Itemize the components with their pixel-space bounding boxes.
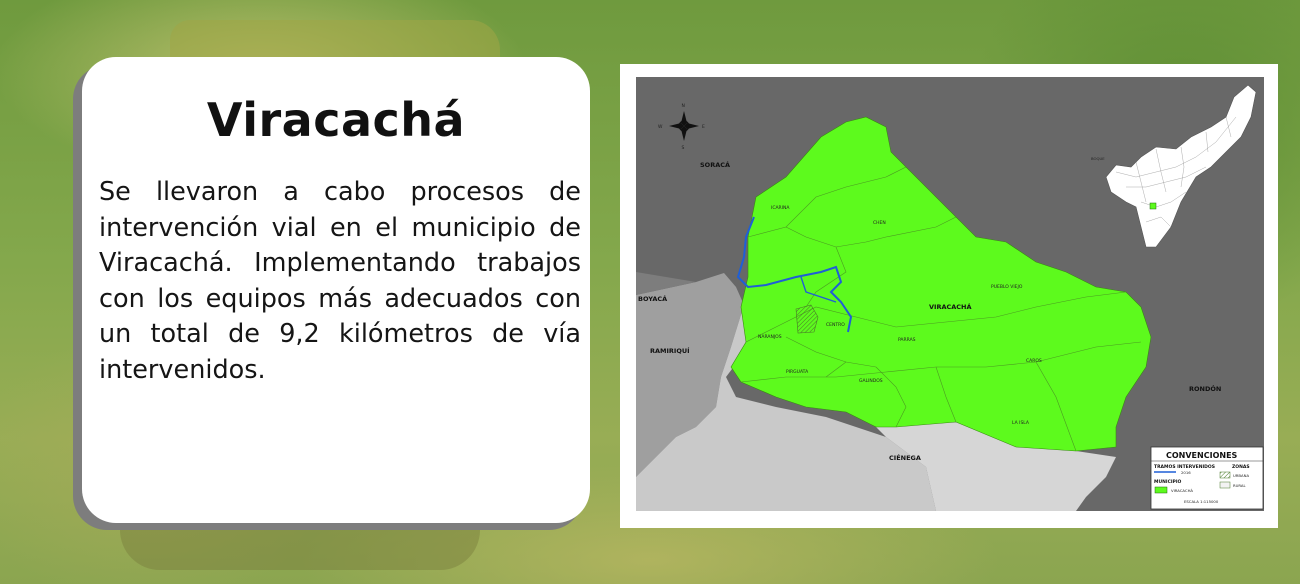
card-title: Viracachá	[206, 93, 466, 147]
legend-title: CONVENCIONES	[1166, 451, 1238, 460]
vereda-pueblo-viejo: PUEBLO VIEJO	[991, 284, 1023, 290]
legend-scale: ESCALA 1:115000	[1184, 499, 1219, 504]
vereda-caros: CAROS	[1026, 358, 1042, 364]
vereda-galindos: GALINDOS	[859, 378, 883, 384]
vereda-centro: CENTRO	[826, 322, 845, 328]
legend-rural: RURAL	[1233, 483, 1246, 488]
compass-rose: N S E W	[658, 103, 705, 151]
card-body-text: Se llevaron a cabo procesos de intervenc…	[99, 177, 581, 385]
legend-tramos: TRAMOS INTERVENIDOS	[1154, 464, 1215, 470]
neighbor-ramiriqui-area	[636, 292, 936, 511]
vereda-parras: PARRAS	[898, 337, 916, 343]
compass-s: S	[682, 145, 685, 151]
legend-zonas: ZONAS	[1232, 464, 1250, 470]
label-ramiriqui: RAMIRIQUÍ	[650, 346, 690, 355]
label-soraca: SORACÁ	[700, 160, 730, 169]
vereda-la-isla: LA ISLA	[1012, 420, 1030, 426]
urban-zone	[795, 304, 819, 334]
compass-w: W	[658, 124, 663, 130]
label-cienega: CIÉNEGA	[889, 453, 921, 462]
neighbor-boyaca-area	[636, 273, 744, 477]
legend-municipio: MUNICIPIO	[1154, 479, 1182, 485]
inset-label: BOQUE	[1091, 156, 1105, 161]
municipality-map: N S E W SORACÁ BOYACÁ RAMIRIQUÍ CIÉNEGA …	[636, 77, 1264, 511]
compass-n: N	[682, 103, 685, 109]
vereda-icarina: ICARINA	[771, 205, 790, 211]
inset-department-map: BOQUE	[1091, 84, 1257, 248]
neighbor-strip	[636, 272, 696, 295]
label-viracacha: VIRACACHÁ	[929, 302, 972, 311]
legend-municipio-item: VIRACACHÁ	[1171, 488, 1193, 493]
info-card: Viracachá Se llevaron a cabo procesos de…	[82, 57, 590, 523]
legend-box: CONVENCIONES TRAMOS INTERVENIDOS 2016 MU…	[1150, 446, 1264, 510]
compass-e: E	[702, 124, 705, 130]
intervened-road	[736, 216, 853, 333]
label-rondon: RONDÓN	[1189, 384, 1221, 393]
legend-year: 2016	[1181, 470, 1191, 475]
vereda-boundaries	[740, 166, 1142, 452]
neighbor-cienega-area	[876, 422, 1116, 511]
label-boyaca: BOYACÁ	[638, 294, 667, 303]
legend-urbana: URBANA	[1233, 473, 1249, 478]
vereda-chen: CHEN	[873, 220, 886, 226]
vereda-naranjos: NARANJOS	[758, 334, 782, 340]
map-frame: N S E W SORACÁ BOYACÁ RAMIRIQUÍ CIÉNEGA …	[620, 64, 1278, 528]
intervened-road-branch	[800, 276, 837, 303]
vereda-pirguata: PIRGUATA	[786, 369, 809, 375]
